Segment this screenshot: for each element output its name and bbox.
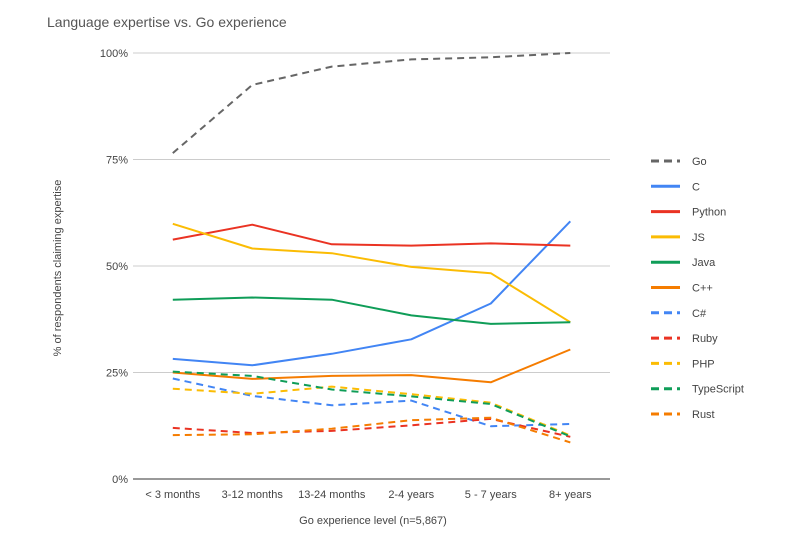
legend-label-c-: C++ bbox=[692, 283, 713, 295]
series-line-c bbox=[172, 220, 572, 367]
series-line-typescript bbox=[172, 370, 571, 438]
legend-label-c-: C# bbox=[692, 308, 707, 320]
y-axis-title: % of respondents claiming expertise bbox=[52, 180, 64, 357]
chart-title: Language expertise vs. Go experience bbox=[47, 14, 287, 30]
y-axis-ticks: 0% 25% 50% 75% 100% bbox=[100, 48, 128, 486]
x-axis-ticks: < 3 months 3-12 months 13-24 months 2-4 yea… bbox=[145, 489, 592, 501]
x-axis-title: Go experience level (n=5,867) bbox=[299, 515, 447, 527]
y-tick-label: 0% bbox=[112, 474, 128, 486]
x-tick-label: 5 - 7 years bbox=[465, 489, 517, 501]
legend-label-rust: Rust bbox=[692, 409, 715, 421]
legend-label-ruby: Ruby bbox=[692, 333, 718, 345]
x-tick-label: 3-12 months bbox=[222, 489, 284, 501]
y-tick-label: 50% bbox=[106, 261, 128, 273]
y-tick-label: 75% bbox=[106, 155, 128, 167]
y-tick-label: 25% bbox=[106, 368, 128, 380]
legend-label-js: JS bbox=[692, 232, 705, 244]
series-line-c- bbox=[172, 348, 571, 384]
series-line-java bbox=[172, 296, 571, 325]
series-line-python bbox=[172, 223, 571, 247]
series-line-c- bbox=[172, 377, 571, 428]
series-line-rust bbox=[172, 416, 571, 444]
legend-label-typescript: TypeScript bbox=[692, 384, 744, 396]
legend-label-python: Python bbox=[692, 207, 726, 219]
x-tick-label: 2-4 years bbox=[388, 489, 434, 501]
legend: Go C Python JS Java C++ C# Ruby PHP TypeScript Rus… bbox=[651, 156, 744, 421]
series-lines bbox=[172, 52, 572, 444]
x-tick-label: < 3 months bbox=[145, 489, 200, 501]
legend-label-c: C bbox=[692, 181, 700, 193]
legend-label-java: Java bbox=[692, 257, 716, 269]
gridlines bbox=[133, 52, 610, 480]
series-line-php bbox=[172, 385, 571, 437]
x-tick-label: 8+ years bbox=[549, 489, 592, 501]
legend-label-go: Go bbox=[692, 156, 707, 168]
series-line-js bbox=[172, 222, 571, 324]
x-tick-label: 13-24 months bbox=[298, 489, 366, 501]
y-tick-label: 100% bbox=[100, 48, 128, 60]
legend-label-php: PHP bbox=[692, 358, 715, 370]
series-line-ruby bbox=[172, 417, 571, 438]
series-line-go bbox=[172, 52, 571, 154]
